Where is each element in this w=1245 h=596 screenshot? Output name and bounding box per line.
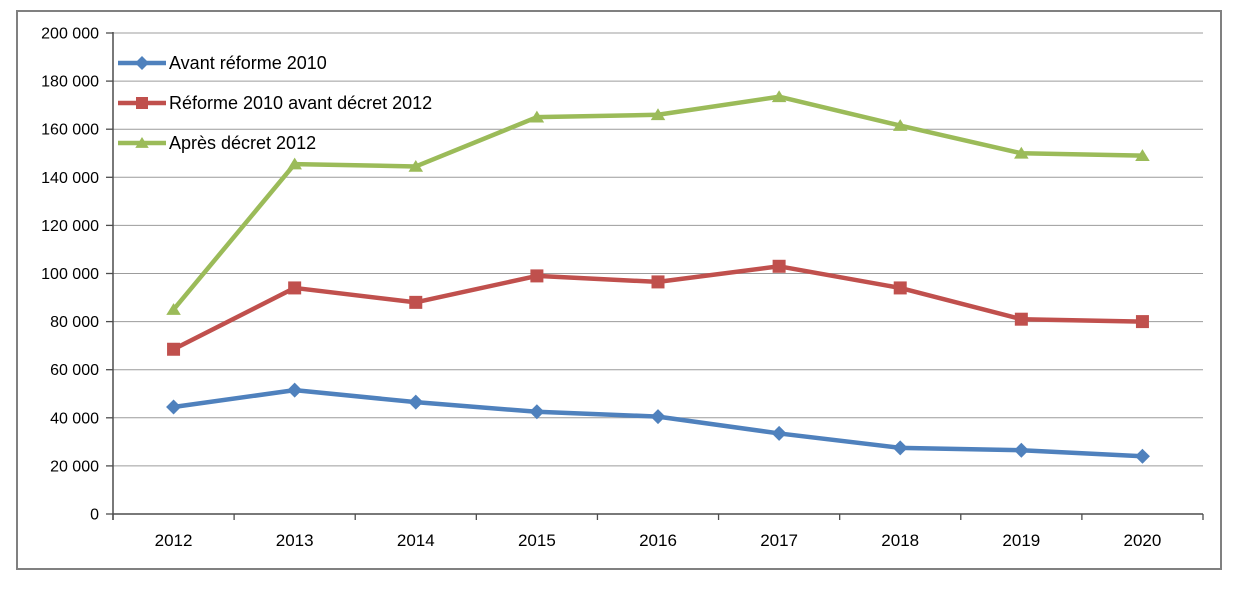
x-axis-label: 2018 <box>881 531 919 550</box>
x-axis-label: 2012 <box>155 531 193 550</box>
y-axis-label: 0 <box>90 507 99 524</box>
legend-item-reforme-2010-avant-decret-2012: Réforme 2010 avant décret 2012 <box>118 93 432 113</box>
legend-item-avant-reforme-2010: Avant réforme 2010 <box>118 53 327 73</box>
legend-label: Réforme 2010 avant décret 2012 <box>169 93 432 113</box>
y-axis-label: 200 000 <box>41 26 99 43</box>
square-marker <box>772 259 786 273</box>
square-marker <box>651 275 665 289</box>
y-axis-label: 20 000 <box>50 458 99 475</box>
diamond-marker <box>892 440 908 456</box>
square-marker <box>288 281 302 295</box>
triangle-marker <box>529 110 545 123</box>
y-axis-label: 160 000 <box>41 122 99 139</box>
y-axis-label: 100 000 <box>41 266 99 283</box>
x-axis-label: 2016 <box>639 531 677 550</box>
x-axis-label: 2015 <box>518 531 556 550</box>
triangle-marker <box>408 159 424 172</box>
triangle-marker <box>166 303 181 315</box>
y-axis-label: 140 000 <box>41 170 99 187</box>
y-axis-label: 80 000 <box>50 314 99 331</box>
square-marker <box>1135 315 1149 329</box>
x-axis-label: 2019 <box>1002 531 1040 550</box>
diamond-marker <box>287 382 303 398</box>
triangle-marker <box>135 137 149 148</box>
square-marker <box>1014 312 1028 326</box>
y-axis-label: 40 000 <box>50 410 99 427</box>
square-marker <box>530 269 544 283</box>
y-axis-label: 60 000 <box>50 362 99 379</box>
chart-frame: 0 20 000 40 000 60 000 80 000 100 000 120 000 1… <box>16 10 1222 570</box>
diamond-marker <box>771 425 787 441</box>
square-marker <box>167 342 181 356</box>
diamond-marker <box>1134 448 1150 464</box>
triangle-marker <box>1014 146 1029 159</box>
square-marker <box>893 281 907 295</box>
x-axis-label: 2014 <box>397 531 435 550</box>
triangle-marker <box>771 90 787 103</box>
chart-svg: 0 20 000 40 000 60 000 80 000 100 000 120 000 1… <box>41 26 1204 550</box>
diamond-marker <box>135 56 149 70</box>
legend-item-apres-decret-2012: Après décret 2012 <box>118 133 316 153</box>
triangle-marker <box>650 108 666 121</box>
diamond-marker <box>1013 442 1029 458</box>
x-axis-label: 2020 <box>1124 531 1162 550</box>
square-marker <box>136 97 148 109</box>
x-axis-label: 2017 <box>760 531 798 550</box>
legend-label: Après décret 2012 <box>169 133 316 153</box>
triangle-marker <box>1135 149 1150 161</box>
triangle-marker <box>892 119 908 131</box>
series-reforme-2010-avant-decret-2012 <box>167 259 1149 356</box>
legend-label: Avant réforme 2010 <box>169 53 327 73</box>
triangle-marker <box>287 157 302 170</box>
square-marker <box>409 295 423 309</box>
diamond-marker <box>166 399 182 415</box>
y-axis-label: 120 000 <box>41 218 99 235</box>
diamond-marker <box>529 404 545 420</box>
diamond-marker <box>408 394 424 410</box>
diamond-marker <box>650 409 666 425</box>
x-axis-label: 2013 <box>276 531 314 550</box>
series-apres-decret-2012 <box>166 90 1150 315</box>
y-axis-label: 180 000 <box>41 74 99 91</box>
series-avant-reforme-2010 <box>166 382 1150 464</box>
